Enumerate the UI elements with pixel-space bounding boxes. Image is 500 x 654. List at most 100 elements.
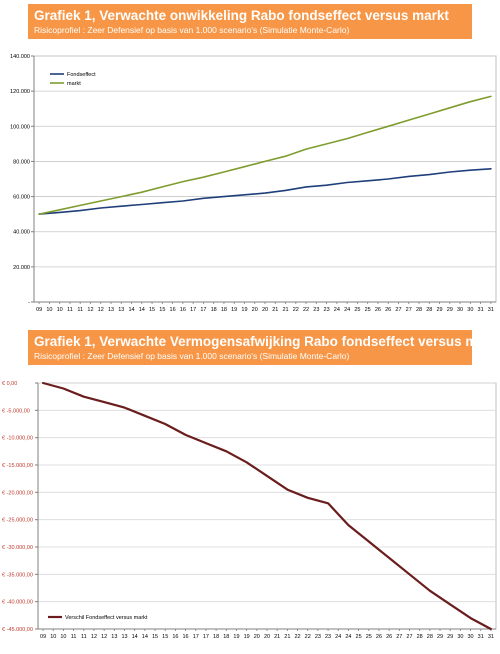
chart1-x-tick-label: 14 <box>139 307 145 313</box>
chart2-y-tick-label: € -30.000,00 <box>2 545 33 551</box>
chart2-x-tick-label: 17 <box>203 634 209 640</box>
chart1-y-tick-label: 100.000 <box>10 124 30 130</box>
chart2-title: Grafiek 1, Verwachte Vermogensafwijking … <box>34 334 500 349</box>
chart2-y-tick-label: € -20.000,00 <box>2 490 33 496</box>
chart2-banner: Grafiek 1, Verwachte Vermogensafwijking … <box>28 330 500 365</box>
chart1-x-tick-label: 23 <box>313 307 319 313</box>
chart1-legend-label: markt <box>67 81 81 87</box>
chart2-y-tick-label: € 0,00 <box>2 381 17 387</box>
chart1-x-tick-label: 23 <box>324 307 330 313</box>
chart2-legend-label: Verschil Fondseffect versus markt <box>65 615 148 621</box>
chart1-x-tick-label: 10 <box>46 307 52 313</box>
chart1-x-tick-label: 16 <box>170 307 176 313</box>
chart1-title: Grafiek 1, Verwachte onwikkeling Rabo fo… <box>34 8 449 23</box>
chart2-x-tick-label: 18 <box>223 634 229 640</box>
chart2-x-tick-label: 18 <box>213 634 219 640</box>
chart1-x-tick-label: 11 <box>67 307 73 313</box>
chart1-plot: 140.000 120.000 100.000 80.000 60.000 40.000 2… <box>10 54 497 313</box>
chart2-x-tick-label: 20 <box>254 634 260 640</box>
chart2-x-tick-label: 29 <box>447 634 453 640</box>
chart1-x-tick-label: 19 <box>241 307 247 313</box>
chart2-x-tick-label: 12 <box>101 634 107 640</box>
chart2-x-tick-label: 26 <box>386 634 392 640</box>
chart2-x-tick-label: 30 <box>457 634 463 640</box>
chart1-x-tick-label: 20 <box>252 307 258 313</box>
chart1-x-tick-label: 16 <box>180 307 186 313</box>
chart2-x-tick-label: 26 <box>376 634 382 640</box>
chart1-x-tick-label: 21 <box>272 307 278 313</box>
chart1-x-tick-label: 18 <box>211 307 217 313</box>
chart2-x-tick-label: 25 <box>356 634 362 640</box>
chart2-x-tick-label: 16 <box>183 634 189 640</box>
chart2-x-tick-label: 22 <box>294 634 300 640</box>
chart1-x-tick-label: 09 <box>36 307 42 313</box>
chart2-x-tick-label: 24 <box>335 634 341 640</box>
chart2-plot-area <box>37 382 497 630</box>
chart2-y-tick-label: € -5.000,00 <box>2 408 30 414</box>
chart2-x-tick-label: 14 <box>142 634 148 640</box>
chart2-x-tick-label: 13 <box>111 634 117 640</box>
chart1-y-tick-label: 80.000 <box>13 159 30 165</box>
chart1-x-tick-label: 22 <box>303 307 309 313</box>
chart1-x-tick-label: 15 <box>149 307 155 313</box>
chart1-x-tick-label: 29 <box>436 307 442 313</box>
chart2-x-tick-label: 09 <box>40 634 46 640</box>
chart2-y-tick-label: € -10.000,00 <box>2 436 33 442</box>
chart2-x-tick-label: 13 <box>121 634 127 640</box>
chart1-series-line-1 <box>38 95 492 215</box>
chart1-x-tick-label: 22 <box>293 307 299 313</box>
chart1-x-tick-label: 21 <box>282 307 288 313</box>
chart2-x-tick-label: 15 <box>152 634 158 640</box>
chart1-x-tick-label: 11 <box>77 307 83 313</box>
chart1-y-tick-label: 140.000 <box>10 54 30 60</box>
chart1-x-tick-label: 17 <box>200 307 206 313</box>
chart2-x-tick-label: 11 <box>81 634 87 640</box>
chart1-x-tick-label: 30 <box>457 307 463 313</box>
chart2-x-tick-label: 21 <box>274 634 280 640</box>
chart1-plot-area <box>33 55 497 303</box>
chart1-x-tick-label: 28 <box>426 307 432 313</box>
chart2-x-tick-label: 20 <box>264 634 270 640</box>
chart2-x-tick-label: 15 <box>162 634 168 640</box>
chart2-x-tick-label: 11 <box>71 634 77 640</box>
chart2-x-tick-label: 27 <box>406 634 412 640</box>
chart2-subtitle: Risicoprofiel : Zeer Defensief op basis … <box>34 351 350 361</box>
chart1-x-tick-label: 17 <box>190 307 196 313</box>
chart1-y-tick-label: 20.000 <box>13 265 30 271</box>
chart1-x-tick-label: 26 <box>375 307 381 313</box>
chart2-x-tick-label: 14 <box>132 634 138 640</box>
chart2-x-tick-label: 10 <box>60 634 66 640</box>
chart2-y-tick-label: € -25.000,00 <box>2 518 33 524</box>
chart1-x-tick-label: 19 <box>231 307 237 313</box>
chart1-subtitle: Risicoprofiel : Zeer Defensief op basis … <box>34 25 350 35</box>
chart1-x-tick-label: 30 <box>467 307 473 313</box>
chart2-x-tick-label: 19 <box>244 634 250 640</box>
chart1-x-tick-label: 27 <box>406 307 412 313</box>
chart2-x-tick-label: 23 <box>325 634 331 640</box>
chart1-x-tick-label: 28 <box>416 307 422 313</box>
chart1-x-tick-label: 31 <box>478 307 484 313</box>
chart1-series-line-0 <box>38 168 492 215</box>
chart1-y-tick-label: 40.000 <box>13 230 30 236</box>
chart1-x-tick-label: 25 <box>354 307 360 313</box>
chart1-x-tick-label: 14 <box>128 307 134 313</box>
chart2-x-tick-label: 28 <box>427 634 433 640</box>
chart2-x-tick-label: 21 <box>284 634 290 640</box>
chart1-x-tick-label: 13 <box>118 307 124 313</box>
chart1-x-tick-label: 24 <box>344 307 350 313</box>
chart1-x-tick-label: 29 <box>447 307 453 313</box>
chart1-x-tick-label: 20 <box>262 307 268 313</box>
chart2-x-tick-label: 12 <box>91 634 97 640</box>
chart2-x-tick-label: 27 <box>396 634 402 640</box>
chart1-x-tick-label: 12 <box>98 307 104 313</box>
chart1-y-tick-label: 120.000 <box>10 89 30 95</box>
chart2-x-tick-label: 24 <box>345 634 351 640</box>
chart2-x-tick-label: 29 <box>437 634 443 640</box>
chart2-y-tick-label: € -15.000,00 <box>2 463 33 469</box>
chart1-x-tick-label: 10 <box>57 307 63 313</box>
chart1-banner: Grafiek 1, Verwachte onwikkeling Rabo fo… <box>28 4 472 39</box>
chart1-y-tick-label: 60.000 <box>13 195 30 201</box>
chart2-x-tick-label: 28 <box>417 634 423 640</box>
chart1-y-tick-label: - <box>28 300 30 306</box>
chart2-x-tick-label: 10 <box>50 634 56 640</box>
